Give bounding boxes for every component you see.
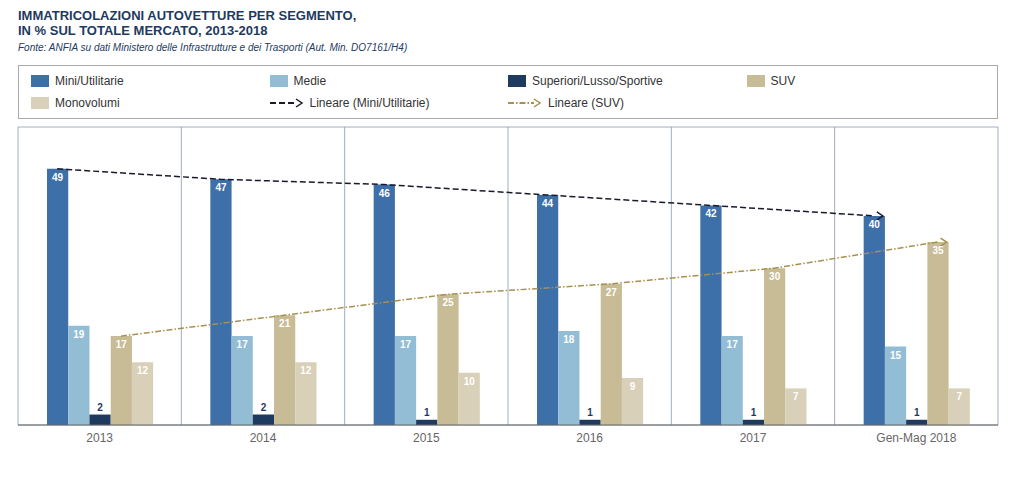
svg-text:1: 1 — [587, 407, 593, 418]
svg-text:17: 17 — [237, 339, 249, 350]
svg-text:27: 27 — [606, 287, 618, 298]
svg-text:2017: 2017 — [740, 431, 767, 445]
svg-text:1: 1 — [424, 407, 430, 418]
svg-text:2015: 2015 — [413, 431, 440, 445]
html-text:Mini/Utilitarie: Mini/Utilitarie — [55, 74, 124, 88]
svg-text:2: 2 — [97, 402, 103, 413]
svg-text:2013: 2013 — [86, 431, 113, 445]
html-text:Lineare (SUV): Lineare (SUV) — [548, 96, 624, 110]
svg-text:17: 17 — [116, 339, 128, 350]
svg-text:42: 42 — [705, 208, 717, 219]
svg-text:49: 49 — [52, 172, 64, 183]
html-text:Medie: Medie — [293, 74, 327, 88]
svg-text:30: 30 — [769, 271, 781, 282]
svg-text:40: 40 — [869, 219, 881, 230]
svg-text:12: 12 — [300, 365, 312, 376]
svg-text:9: 9 — [630, 381, 636, 392]
html-text:Fonte: ANFIA su dati Ministero: Fonte: ANFIA su dati Ministero delle Inf… — [18, 42, 408, 53]
svg-text:7: 7 — [793, 391, 799, 402]
html-text:IMMATRICOLAZIONI AUTOVETTURE P: IMMATRICOLAZIONI AUTOVETTURE PER SEGMENT… — [18, 8, 357, 23]
svg-text:17: 17 — [727, 339, 739, 350]
svg-text:12: 12 — [137, 365, 149, 376]
html-text:IN % SUL TOTALE MERCATO, 2013-: IN % SUL TOTALE MERCATO, 2013-2018 — [18, 23, 268, 38]
svg-text:18: 18 — [563, 334, 575, 345]
svg-text:1: 1 — [914, 407, 920, 418]
svg-text:19: 19 — [73, 329, 85, 340]
html-text:Lineare (Mini/Utilitarie): Lineare (Mini/Utilitarie) — [309, 96, 430, 110]
svg-text:2014: 2014 — [250, 431, 277, 445]
html-text:SUV: SUV — [770, 74, 796, 88]
svg-text:35: 35 — [932, 245, 944, 256]
svg-text:15: 15 — [890, 350, 902, 361]
svg-text:2: 2 — [261, 402, 267, 413]
svg-text:25: 25 — [442, 297, 454, 308]
svg-text:7: 7 — [956, 391, 962, 402]
svg-text:46: 46 — [379, 188, 391, 199]
html-text:Superiori/Lusso/Sportive: Superiori/Lusso/Sportive — [532, 74, 663, 88]
svg-text:1: 1 — [751, 407, 757, 418]
svg-text:44: 44 — [542, 198, 554, 209]
svg-text:2016: 2016 — [576, 431, 603, 445]
svg-text:21: 21 — [279, 318, 291, 329]
svg-text:Gen-Mag 2018: Gen-Mag 2018 — [876, 431, 956, 445]
svg-text:47: 47 — [215, 182, 227, 193]
svg-text:10: 10 — [464, 376, 476, 387]
html-text:Monovolumi: Monovolumi — [55, 96, 120, 110]
svg-text:17: 17 — [400, 339, 412, 350]
